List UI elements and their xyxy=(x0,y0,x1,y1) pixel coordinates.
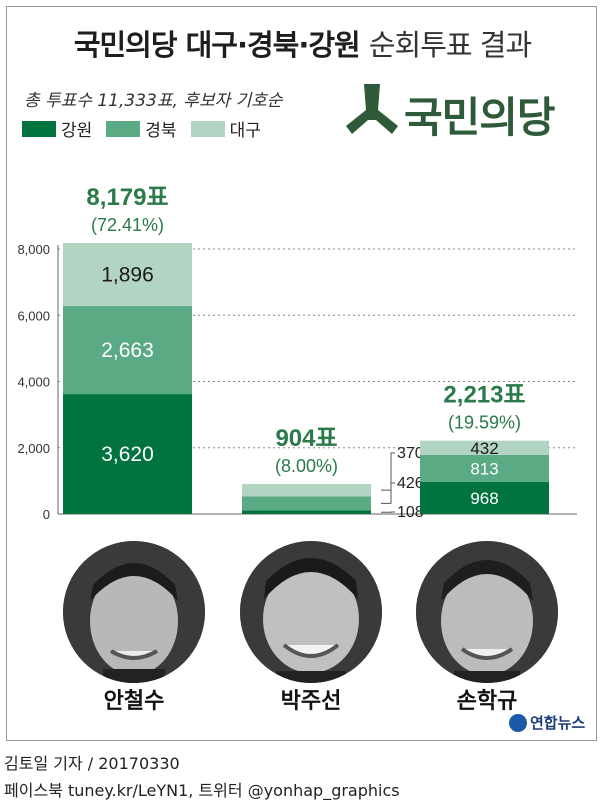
percent-label-park: (8.00%) xyxy=(275,456,338,476)
bar-segment-ahn-gangwon xyxy=(63,394,192,514)
y-tick-label: 8,000 xyxy=(17,242,50,257)
candidate-photo-park xyxy=(240,541,382,683)
agency-name: 연합뉴스 xyxy=(530,714,586,732)
value-label-park-daegu: 370 xyxy=(397,445,424,462)
legend-label-gangwon: 강원 xyxy=(61,121,93,141)
value-label-sohn-gangwon: 968 xyxy=(470,489,498,508)
stacked-bar-chart: 0 2,000 4,000 6,000 8,000 3,620 2,663 1,896 8,17… xyxy=(17,184,577,522)
y-tick-label: 6,000 xyxy=(17,308,50,323)
value-label-ahn-daegu: 1,896 xyxy=(101,263,154,286)
leader-line xyxy=(381,482,395,504)
chart-legend: 강원 경북 대구 xyxy=(22,116,261,141)
title-light: 순회투표 결과 xyxy=(368,28,532,62)
candidate-name-park: 박주선 xyxy=(280,689,342,714)
legend-item-gangwon: 강원 xyxy=(22,116,92,141)
bar-segment-park-gyeongbuk xyxy=(242,496,371,511)
legend-item-gyeongbuk: 경북 xyxy=(106,116,177,141)
legend-swatch-gyeongbuk xyxy=(106,120,141,137)
legend-label-daegu: 대구 xyxy=(229,121,261,141)
leader-line xyxy=(381,452,395,491)
value-label-park-gangwon: 108 xyxy=(397,504,424,521)
legend-item-daegu: 대구 xyxy=(190,116,261,141)
bar-segment-sohn-daegu xyxy=(420,440,549,456)
bar-segment-park-daegu xyxy=(242,484,371,497)
chart-subtitle: 총 투표수 11,333표, 후보자 기호순 xyxy=(24,91,283,111)
value-label-sohn-gyeongbuk: 813 xyxy=(470,459,498,478)
total-label-park: 904표 xyxy=(275,425,337,452)
legend-swatch-gangwon xyxy=(22,120,56,137)
y-tick-label: 2,000 xyxy=(17,441,50,456)
infographic-frame xyxy=(6,6,597,741)
y-tick-label: 4,000 xyxy=(17,375,50,390)
bar-segment-ahn-gyeongbuk xyxy=(63,305,192,395)
credit-social: 페이스북 tuney.kr/LeYN1, 트위터 @yonhap_graphic… xyxy=(4,781,400,800)
candidate-name-ahn: 안철수 xyxy=(103,689,165,714)
value-label-park-gyeongbuk: 426 xyxy=(397,475,424,492)
portrait-icon xyxy=(240,541,382,683)
candidate-photo-ahn xyxy=(63,541,205,683)
agency-logo-icon xyxy=(509,713,527,732)
value-label-sohn-daegu: 432 xyxy=(470,439,498,458)
candidate-photo-sohn xyxy=(416,541,558,683)
portrait-icon xyxy=(63,541,205,683)
bar-segment-sohn-gyeongbuk xyxy=(420,455,549,482)
total-label-sohn: 2,213표 xyxy=(443,382,525,409)
page-title: 국민의당 대구·경북·강원 순회투표 결과 xyxy=(0,22,605,64)
y-tick-label: 0 xyxy=(43,507,50,522)
value-label-ahn-gangwon: 3,620 xyxy=(101,443,154,466)
total-label-ahn: 8,179표 xyxy=(86,184,168,211)
title-bold: 국민의당 대구·경북·강원 xyxy=(73,28,361,62)
party-symbol-icon xyxy=(346,84,398,134)
bar-segment-park-gangwon xyxy=(242,510,371,514)
legend-swatch-daegu xyxy=(190,120,225,137)
percent-label-ahn: (72.41%) xyxy=(91,215,164,235)
bar-segment-ahn-daegu xyxy=(63,243,192,306)
credit-reporter: 김토일 기자 / 20170330 xyxy=(4,754,180,773)
party-logo-text: 국민의당 xyxy=(404,93,556,142)
bar-segment-sohn-gangwon xyxy=(420,481,549,514)
value-label-ahn-gyeongbuk: 2,663 xyxy=(101,339,154,362)
portrait-icon xyxy=(416,541,558,683)
candidate-name-sohn: 손학규 xyxy=(456,689,518,714)
legend-label-gyeongbuk: 경북 xyxy=(145,121,177,141)
party-logo: 국민의당 xyxy=(342,80,582,142)
percent-label-sohn: (19.59%) xyxy=(448,413,521,433)
agency-logo: 연합뉴스 xyxy=(509,712,585,733)
